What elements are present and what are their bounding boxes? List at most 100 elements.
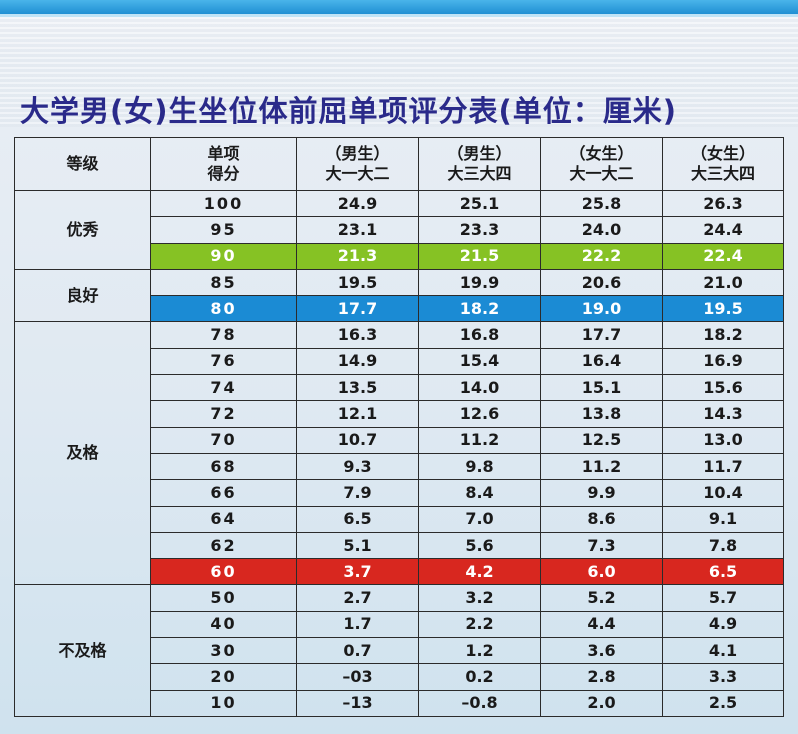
value-cell: 15.6: [662, 374, 784, 402]
table-row: 10 –13 –0.8 2.0 2.5: [15, 689, 784, 717]
value-cell: 14.3: [662, 400, 784, 428]
value-cell: 13.5: [296, 374, 419, 402]
value-cell: 0.7: [296, 637, 419, 665]
value-cell: 9.8: [418, 452, 541, 481]
score-cell: 20: [150, 663, 297, 691]
background-texture: [0, 17, 798, 127]
table-row: 40 1.7 2.2 4.4 4.9: [15, 610, 784, 639]
table-row: 90 21.3 21.5 22.2 22.4: [15, 242, 784, 270]
value-cell: 3.3: [662, 663, 784, 691]
value-cell: 24.4: [662, 216, 784, 244]
table-header-row: 等级 单项 得分 （男生） 大一大二 （男生） 大三大四 （女生） 大一大二 （…: [14, 137, 784, 191]
value-cell: 7.9: [296, 479, 419, 507]
value-cell: 3.2: [418, 584, 541, 612]
table-row: 不及格 50 2.7 3.2 5.2 5.7: [14, 584, 784, 717]
value-cell: 19.5: [296, 268, 419, 297]
score-cell: 40: [150, 610, 297, 639]
header-female-1-2: （女生） 大一大二: [540, 137, 663, 191]
value-cell: 16.8: [418, 321, 541, 349]
table-row: 良好 85 19.5 19.9 20.6 21.0: [14, 268, 784, 323]
value-cell: 2.8: [540, 663, 663, 691]
header-female-3-4: （女生） 大三大四: [662, 137, 784, 191]
header-col-line2: 大一大二: [325, 164, 390, 183]
value-cell: 10.7: [296, 426, 419, 454]
table-row: 及格 78 16.3 16.8 17.7 18.2: [14, 321, 784, 586]
table-row: 72 12.1 12.6 13.8 14.3: [15, 400, 784, 428]
score-cell: 66: [150, 479, 297, 507]
top-banner-bar: [0, 0, 798, 14]
value-cell: 26.3: [662, 189, 784, 218]
value-cell: 2.7: [296, 584, 419, 612]
value-cell: 23.1: [296, 216, 419, 244]
value-cell: 6.0: [540, 558, 663, 586]
header-male-3-4: （男生） 大三大四: [418, 137, 541, 191]
value-cell: 11.2: [540, 452, 663, 481]
value-cell: 11.2: [418, 426, 541, 454]
value-cell: 19.0: [540, 295, 663, 323]
score-cell: 62: [150, 531, 297, 560]
header-col-line1: （男生）: [447, 144, 512, 163]
value-cell: 17.7: [540, 321, 663, 349]
header-col-line1: （女生）: [690, 144, 755, 163]
score-cell: 68: [150, 452, 297, 481]
value-cell: 22.4: [662, 242, 784, 270]
value-cell: 20.6: [540, 268, 663, 297]
value-cell: 9.1: [662, 505, 784, 533]
value-cell: 5.1: [296, 531, 419, 560]
score-cell: 72: [150, 400, 297, 428]
table-row: 66 7.9 8.4 9.9 10.4: [15, 479, 784, 507]
score-table: 等级 单项 得分 （男生） 大一大二 （男生） 大三大四 （女生） 大一大二 （…: [14, 137, 784, 717]
value-cell: 5.6: [418, 531, 541, 560]
value-cell: 4.2: [418, 558, 541, 586]
value-cell: 16.4: [540, 347, 663, 376]
header-score-line2: 得分: [207, 164, 240, 183]
table-body: 优秀 100 24.9 25.1 25.8 26.3 95 23.1 23.3 24.0 24.4 9…: [14, 189, 784, 717]
value-cell: 6.5: [296, 505, 419, 533]
score-cell: 64: [150, 505, 297, 533]
value-cell: 4.4: [540, 610, 663, 639]
value-cell: 2.2: [418, 610, 541, 639]
value-cell: 8.4: [418, 479, 541, 507]
top-banner-line: [0, 14, 798, 17]
score-cell: 70: [150, 426, 297, 454]
grade-cell: 优秀: [14, 190, 151, 270]
table-row: 74 13.5 14.0 15.1 15.6: [15, 374, 784, 402]
value-cell: 1.7: [296, 610, 419, 639]
score-cell: 60: [150, 558, 297, 586]
value-cell: 2.0: [540, 689, 663, 717]
page-title: 大学男(女)生坐位体前屈单项评分表(单位：厘米): [20, 94, 678, 128]
value-cell: 14.9: [296, 347, 419, 376]
value-cell: 15.1: [540, 374, 663, 402]
value-cell: 21.0: [662, 268, 784, 297]
value-cell: 15.4: [418, 347, 541, 376]
value-cell: 4.1: [662, 637, 784, 665]
header-col-line2: 大一大二: [569, 164, 634, 183]
table-row: 62 5.1 5.6 7.3 7.8: [15, 531, 784, 560]
value-cell: 16.3: [296, 321, 419, 349]
value-cell: 1.2: [418, 637, 541, 665]
value-cell: 7.0: [418, 505, 541, 533]
header-col-line2: 大三大四: [447, 164, 512, 183]
score-cell: 78: [150, 321, 297, 349]
value-cell: 2.5: [662, 689, 784, 717]
grade-cell: 不及格: [14, 584, 151, 717]
value-cell: 21.3: [296, 242, 419, 270]
header-col-line2: 大三大四: [690, 164, 755, 183]
value-cell: 24.9: [296, 189, 419, 218]
header-grade: 等级: [14, 137, 151, 191]
table-row: 60 3.7 4.2 6.0 6.5: [15, 558, 784, 586]
score-cell: 100: [150, 189, 297, 218]
value-cell: 10.4: [662, 479, 784, 507]
table-row: 70 10.7 11.2 12.5 13.0: [15, 426, 784, 454]
value-cell: 9.3: [296, 452, 419, 481]
value-cell: 3.6: [540, 637, 663, 665]
value-cell: –03: [296, 663, 419, 691]
header-col-line1: （女生）: [569, 144, 634, 163]
score-cell: 90: [150, 242, 297, 270]
value-cell: 5.7: [662, 584, 784, 612]
value-cell: 21.5: [418, 242, 541, 270]
grade-cell: 及格: [14, 321, 151, 586]
header-score: 单项 得分: [150, 137, 297, 191]
value-cell: 22.2: [540, 242, 663, 270]
table-row: 95 23.1 23.3 24.0 24.4: [15, 216, 784, 244]
